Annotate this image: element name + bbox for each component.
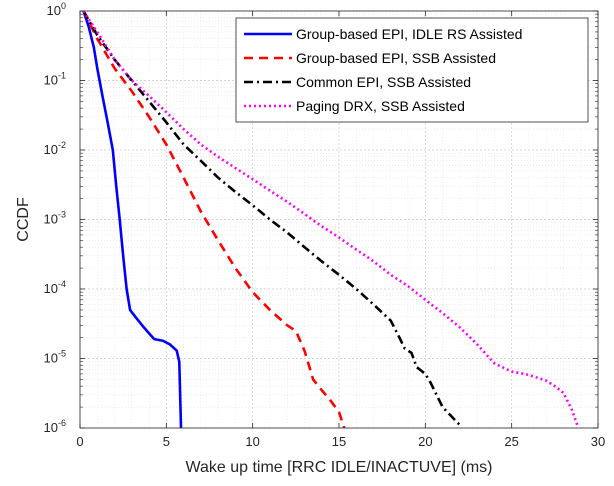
y-tick-label: 100	[47, 1, 66, 18]
legend: Group-based EPI, IDLE RS Assisted Group-b…	[235, 17, 589, 123]
x-tick-label: 20	[418, 434, 432, 449]
legend-label-1: Group-based EPI, IDLE RS Assisted	[296, 26, 522, 42]
legend-box	[235, 17, 589, 123]
y-tick-label: 10-5	[44, 349, 66, 366]
ticks: 0 5 10 15 20 25 30 10-6 10-5 10-4 10-3 10-2 10-1 100	[44, 1, 606, 449]
x-tick-label: 25	[504, 434, 518, 449]
series-line-1	[82, 11, 183, 428]
x-tick-label: 10	[245, 434, 259, 449]
legend-label-2: Group-based EPI, SSB Assisted	[296, 50, 496, 66]
x-tick-label: 0	[76, 434, 83, 449]
y-tick-label: 10-2	[44, 140, 66, 157]
y-axis-label: CCDF	[15, 197, 32, 242]
legend-label-3: Common EPI, SSB Assisted	[296, 74, 471, 90]
series-layer	[82, 11, 579, 428]
y-tick-label: 10-1	[44, 71, 66, 88]
x-tick-label: 5	[163, 434, 170, 449]
x-tick-label: 15	[332, 434, 346, 449]
y-tick-label: 10-6	[44, 418, 66, 435]
x-axis-label: Wake up time [RRC IDLE/INACTUVE] (ms)	[185, 459, 492, 476]
y-tick-label: 10-4	[44, 279, 66, 296]
series-line-2	[82, 11, 346, 428]
series-line-3	[82, 11, 461, 427]
x-tick-label: 30	[591, 434, 605, 449]
y-tick-label: 10-3	[44, 210, 66, 227]
legend-label-4: Paging DRX, SSB Assisted	[296, 98, 465, 114]
series-line-4	[82, 11, 579, 426]
